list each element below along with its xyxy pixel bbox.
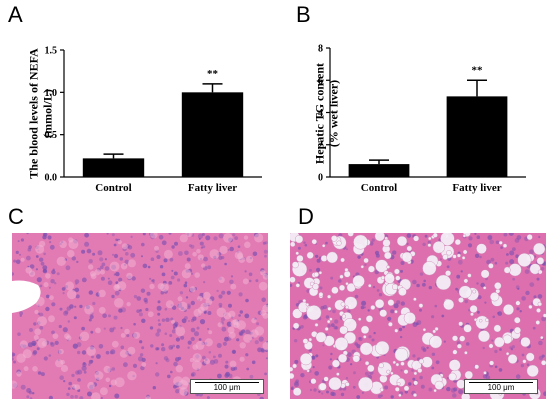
chart-a-category-label: Fatty liver	[188, 182, 237, 194]
chart-b-category-label: Control	[361, 182, 397, 194]
chart-a-ytick-label: 1.0	[45, 88, 58, 99]
scale-bar-c-label: 100 μm	[213, 383, 241, 392]
chart-b-category-label: Fatty liver	[452, 182, 501, 194]
chart-a-ytick-label: 0.5	[45, 130, 58, 141]
scale-bar-d-line	[469, 382, 533, 383]
chart-b-bar	[348, 164, 410, 177]
chart-a-ytick-label: 0.0	[45, 173, 58, 184]
chart-b-bar	[446, 96, 508, 177]
chart-a: The blood levels of NEFA (mmol/L) 0.0 0.5…	[0, 0, 280, 200]
panel-label-c: C	[8, 204, 24, 229]
chart-a-plot: 0.0 0.5 1.0 1.5 Control ** Fatty liver	[45, 46, 262, 194]
chart-b-significance-label: **	[472, 64, 484, 76]
scale-bar-c: 100 μm	[190, 379, 264, 394]
panel-label-d: D	[298, 204, 314, 229]
chart-b: Hepatic TG content (% wet liver) 0 2 4 6 8 Co…	[280, 0, 550, 200]
chart-a-ytick-label: 1.5	[45, 46, 58, 57]
panel-label-b: B	[296, 2, 311, 27]
micrograph-c-vessel	[12, 280, 41, 313]
micrograph-d: 100 μm	[290, 233, 546, 399]
micrograph-c: 100 μm	[12, 233, 268, 399]
chart-a-bar	[82, 158, 145, 177]
micrograph-c-texture	[12, 233, 268, 399]
chart-b-ytick-label: 8	[318, 44, 323, 55]
chart-a-category-label: Control	[95, 182, 131, 194]
chart-b-ytick-label: 2	[318, 140, 323, 151]
chart-b-ytick-label: 4	[318, 108, 323, 119]
chart-a-bar	[181, 92, 244, 177]
chart-b-ytick-label: 6	[318, 76, 323, 87]
chart-a-significance-label: **	[207, 68, 219, 80]
chart-b-plot: 0 2 4 6 8 Control ** Fatty liver	[318, 44, 526, 194]
micrograph-d-image	[290, 233, 546, 399]
micrograph-c-image	[12, 233, 268, 399]
scale-bar-c-line	[195, 382, 259, 383]
scale-bar-d-label: 100 μm	[487, 383, 515, 392]
chart-b-ytick-label: 0	[318, 173, 323, 184]
scale-bar-d: 100 μm	[464, 379, 538, 394]
panel-label-a: A	[8, 2, 23, 27]
